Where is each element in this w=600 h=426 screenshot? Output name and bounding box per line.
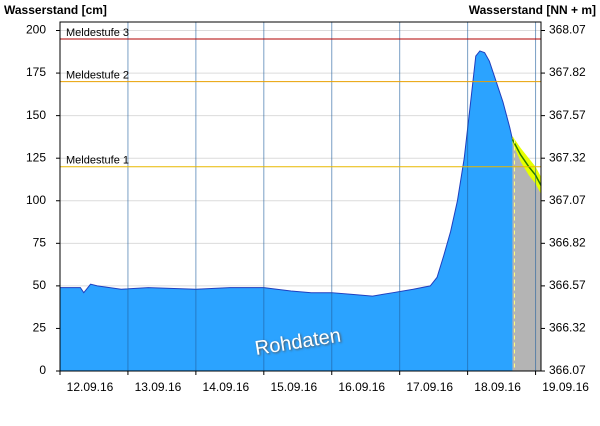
x-tick-label: 14.09.16 bbox=[203, 380, 250, 394]
x-tick-label: 13.09.16 bbox=[135, 380, 182, 394]
y-tick-label: 150 bbox=[26, 108, 46, 122]
y2-tick-label: 366.32 bbox=[549, 321, 586, 335]
y-tick-label: 25 bbox=[33, 321, 47, 335]
x-tick-label: 19.09.16 bbox=[542, 380, 589, 394]
y-axis-title: Wasserstand [cm] bbox=[4, 3, 107, 17]
y2-tick-label: 366.57 bbox=[549, 278, 586, 292]
y-tick-label: 175 bbox=[26, 65, 46, 79]
y-tick-label: 50 bbox=[33, 278, 47, 292]
y2-tick-label: 367.57 bbox=[549, 108, 586, 122]
x-tick-label: 15.09.16 bbox=[270, 380, 317, 394]
threshold-label: Meldestufe 1 bbox=[66, 155, 129, 167]
y2-tick-label: 366.07 bbox=[549, 363, 586, 377]
area bbox=[60, 50, 513, 371]
x-tick-label: 16.09.16 bbox=[338, 380, 385, 394]
threshold-label: Meldestufe 2 bbox=[66, 69, 129, 81]
y2-tick-label: 367.32 bbox=[549, 150, 586, 164]
x-tick-label: 17.09.16 bbox=[406, 380, 453, 394]
y2-tick-label: 366.82 bbox=[549, 235, 586, 249]
area-outline bbox=[60, 50, 513, 297]
y-tick-label: 200 bbox=[26, 23, 46, 37]
y2-tick-label: 367.07 bbox=[549, 193, 586, 207]
y-tick-label: 0 bbox=[39, 363, 46, 377]
area bbox=[512, 139, 541, 371]
x-tick-label: 12.09.16 bbox=[67, 380, 114, 394]
y-tick-label: 100 bbox=[26, 193, 46, 207]
x-tick-label: 18.09.16 bbox=[474, 380, 521, 394]
threshold-label: Meldestufe 3 bbox=[66, 27, 129, 39]
y-tick-label: 75 bbox=[33, 235, 47, 249]
plot-frame bbox=[59, 21, 542, 372]
y-tick-label: 125 bbox=[26, 150, 46, 164]
y2-axis-title: Wasserstand [NN + m] bbox=[469, 3, 596, 17]
y2-tick-label: 368.07 bbox=[549, 23, 586, 37]
y2-tick-label: 367.82 bbox=[549, 65, 586, 79]
